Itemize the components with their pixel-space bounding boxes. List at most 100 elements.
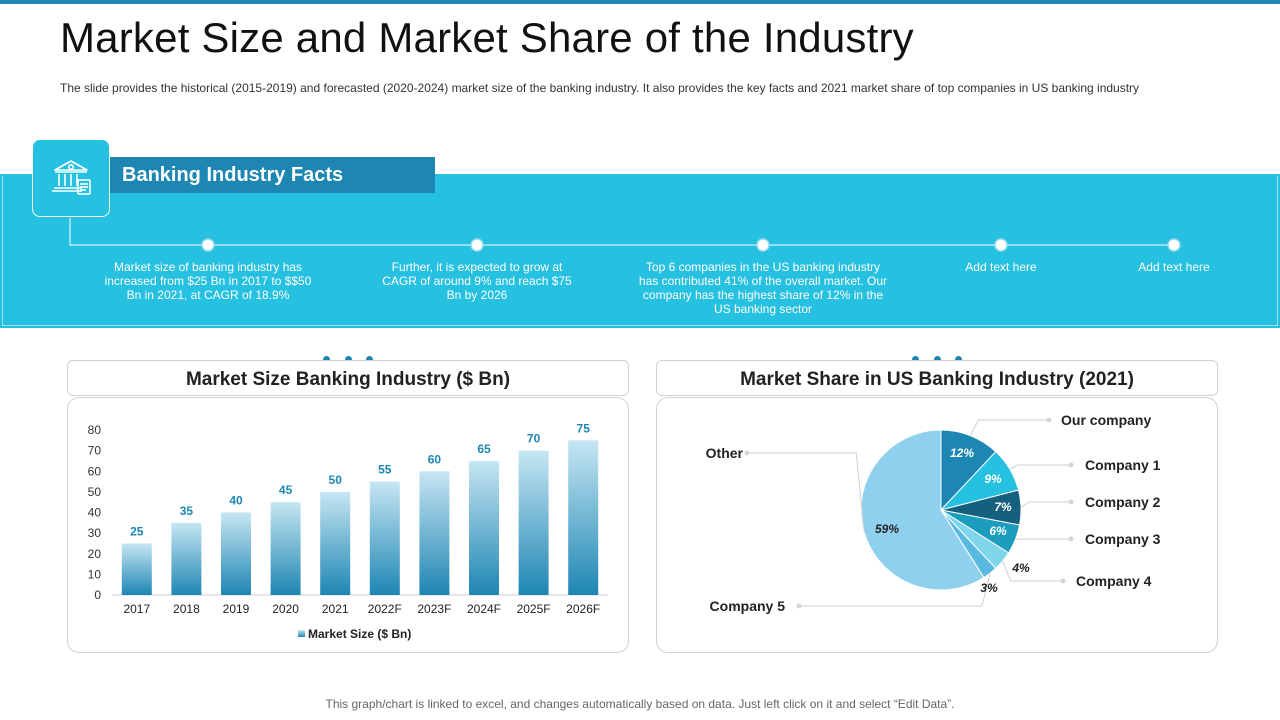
bar-value-label: 40 xyxy=(229,494,243,508)
pie-leader-dot xyxy=(1046,417,1052,423)
timeline-node xyxy=(470,238,484,252)
bar-value-label: 65 xyxy=(477,442,491,456)
dot-marker xyxy=(912,356,919,363)
x-tick-label: 2020 xyxy=(272,602,299,616)
pie-leader-dot xyxy=(1060,578,1066,584)
timeline-node xyxy=(1167,238,1181,252)
x-tick-label: 2026F xyxy=(566,602,600,616)
bar xyxy=(419,471,450,595)
bar xyxy=(121,543,152,595)
pie-category-label: Other xyxy=(706,445,744,461)
x-tick-label: 2022F xyxy=(368,602,402,616)
pie-leader-line xyxy=(969,419,1049,436)
pie-category-label: Company 2 xyxy=(1085,494,1161,510)
fact-text-1: Market size of banking industry has incr… xyxy=(104,260,312,302)
pie-chart: Our company 12% Company 1 9% Company 2 7% Comp… xyxy=(706,412,1161,614)
bar xyxy=(221,512,251,595)
y-tick-label: 10 xyxy=(88,567,102,581)
pie-percent-label: 6% xyxy=(989,524,1007,538)
bar-panel-dots xyxy=(323,356,373,364)
dot-marker xyxy=(933,356,941,363)
pie-slice xyxy=(940,429,997,512)
dot-marker xyxy=(955,356,962,363)
y-tick-label: 0 xyxy=(94,588,101,602)
fact-text-3: Top 6 companies in the US banking indust… xyxy=(638,260,888,316)
bar-value-label: 55 xyxy=(378,463,392,477)
y-tick-label: 50 xyxy=(88,485,102,499)
y-tick-label: 60 xyxy=(88,464,102,478)
legend-label: Market Size ($ Bn) xyxy=(308,627,411,641)
bar-value-label: 45 xyxy=(279,483,293,497)
pie-leader-line xyxy=(1009,464,1071,470)
x-tick-label: 2023F xyxy=(417,602,451,616)
y-tick-label: 40 xyxy=(88,506,102,520)
pie-slice xyxy=(860,429,985,591)
pie-leader-line xyxy=(1020,501,1071,508)
page-subtitle: The slide provides the historical (2015-… xyxy=(60,81,1140,95)
pie-category-label: Company 1 xyxy=(1085,457,1161,473)
facts-icon-box xyxy=(32,139,110,217)
bar-value-label: 35 xyxy=(180,504,194,518)
pie-panel-dots xyxy=(912,356,962,364)
bar xyxy=(568,440,599,595)
pie-percent-label: 9% xyxy=(984,472,1002,486)
y-tick-label: 80 xyxy=(88,423,102,437)
dot-marker xyxy=(344,356,352,363)
bar-chart-panel: 0 10 20 30 40 50 60 70 80 25 2017 35 2018 40 2019 45 202… xyxy=(67,397,629,653)
bar-value-label: 60 xyxy=(428,452,442,466)
x-tick-label: 2019 xyxy=(223,602,250,616)
bar-value-label: 25 xyxy=(130,524,144,538)
bar-value-label: 75 xyxy=(577,421,591,435)
pie-chart-title: Market Share in US Banking Industry (202… xyxy=(656,360,1218,396)
bar xyxy=(518,450,549,595)
timeline-node xyxy=(201,238,215,252)
facts-band xyxy=(0,174,1280,328)
fact-text-4: Add text here xyxy=(965,260,1037,274)
fact-text-2: Further, it is expected to grow at CAGR … xyxy=(382,260,572,302)
pie-category-label: Company 3 xyxy=(1085,531,1161,547)
pie-leader-dot xyxy=(796,603,802,609)
fact-text-5: Add text here xyxy=(1138,260,1210,274)
facts-header: Banking Industry Facts xyxy=(110,157,435,193)
dot-marker xyxy=(323,356,330,363)
pie-leader-dot xyxy=(1068,499,1074,505)
pie-leader-line xyxy=(799,573,991,607)
pie-category-label: Our company xyxy=(1061,412,1151,428)
bar-value-label: 70 xyxy=(527,432,541,446)
x-tick-label: 2025F xyxy=(517,602,551,616)
pie-leader-dot xyxy=(1068,536,1074,542)
dot-marker xyxy=(366,356,373,363)
pie-leader-line xyxy=(1002,560,1063,582)
pie-percent-label: 12% xyxy=(950,446,974,460)
pie-leader-line xyxy=(747,452,865,533)
y-tick-label: 30 xyxy=(88,526,102,540)
y-tick-label: 70 xyxy=(88,444,102,458)
bank-icon xyxy=(52,160,91,195)
bar-chart-title: Market Size Banking Industry ($ Bn) xyxy=(67,360,629,396)
bar xyxy=(270,502,301,595)
pie-percent-label: 3% xyxy=(980,581,998,595)
bar xyxy=(320,491,351,595)
pie-leader-dot xyxy=(1068,462,1074,468)
top-accent-bar xyxy=(0,0,1280,4)
pie-percent-label: 7% xyxy=(994,500,1012,514)
pie-percent-label: 59% xyxy=(875,522,899,536)
timeline-node xyxy=(994,238,1008,252)
x-tick-label: 2024F xyxy=(467,602,501,616)
bar xyxy=(171,522,202,595)
facts-timeline xyxy=(69,218,1181,252)
y-tick-label: 20 xyxy=(88,547,102,561)
pie-leader-dot xyxy=(744,450,750,456)
bar xyxy=(369,481,400,595)
facts-band-frame xyxy=(2,176,1278,326)
timeline-connector xyxy=(69,218,1174,246)
x-tick-label: 2018 xyxy=(173,602,200,616)
x-tick-label: 2021 xyxy=(322,602,349,616)
pie-chart-panel: Our company 12% Company 1 9% Company 2 7% Comp… xyxy=(656,397,1218,653)
pie-category-label: Company 5 xyxy=(710,598,786,614)
bar-value-label: 50 xyxy=(329,473,343,487)
bar-chart: 0 10 20 30 40 50 60 70 80 25 2017 35 2018 40 2019 45 202… xyxy=(88,421,608,641)
timeline-node xyxy=(756,238,770,252)
bar xyxy=(469,460,499,595)
footer-note: This graph/chart is linked to excel, and… xyxy=(325,697,955,711)
